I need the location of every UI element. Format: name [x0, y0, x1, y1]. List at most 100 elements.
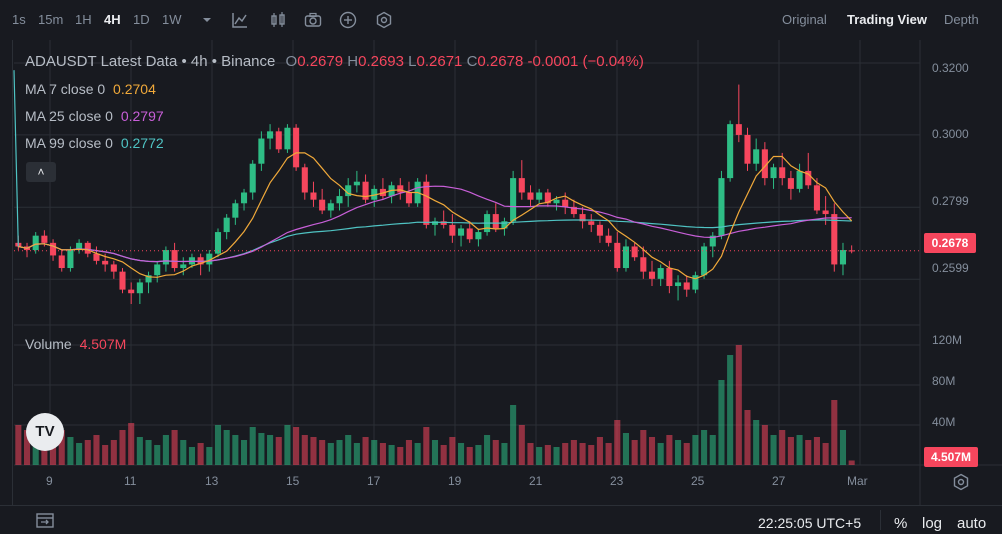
candle-body	[787, 178, 794, 189]
candle-body	[718, 178, 725, 236]
candle-body	[41, 235, 48, 243]
chevron-down-icon[interactable]	[197, 10, 217, 30]
tradingview-logo[interactable]: TV	[26, 413, 64, 451]
candle-body	[119, 271, 126, 290]
volume-bar	[648, 437, 656, 465]
percent-toggle[interactable]: %	[894, 515, 908, 532]
candle-body	[327, 203, 334, 211]
candle-body	[822, 210, 829, 215]
price-tick: 0.3200	[932, 61, 969, 75]
timeframe-4h[interactable]: 4H	[104, 12, 121, 27]
candle-body	[527, 192, 534, 200]
candle-body	[692, 275, 699, 290]
volume-bar	[675, 440, 682, 465]
candle-body	[267, 131, 274, 139]
volume-bar	[188, 447, 195, 465]
volume-bar	[518, 425, 525, 465]
candle-body	[440, 221, 447, 225]
volume-bar	[475, 445, 482, 465]
ohlc-values: O0.2679 H0.2693 L0.2671 C0.2678 -0.0001 …	[286, 53, 644, 70]
candle-body	[301, 167, 308, 193]
candle-body	[683, 282, 690, 290]
date-range-icon[interactable]	[34, 510, 56, 530]
legend-ma25: MA 25 close 0 0.2797	[25, 108, 164, 124]
settings-icon[interactable]	[374, 10, 394, 30]
timeframe-1h[interactable]: 1H	[75, 12, 92, 27]
volume-bar	[154, 445, 161, 465]
candle-body	[214, 232, 222, 254]
timeframe-1d[interactable]: 1D	[133, 12, 150, 27]
view-depth[interactable]: Depth	[944, 12, 979, 27]
auto-toggle[interactable]: auto	[957, 515, 987, 532]
price-tick: 0.3000	[932, 127, 969, 141]
candle-body	[319, 199, 326, 211]
add-icon[interactable]	[338, 10, 358, 30]
low-key: L	[408, 53, 417, 70]
volume-bar	[128, 423, 135, 465]
volume-bar	[839, 430, 847, 465]
candle-body	[284, 127, 291, 150]
chart-settings-icon[interactable]	[951, 472, 971, 492]
last-volume-tag: 4.507M	[924, 447, 978, 467]
candle-body	[631, 246, 638, 258]
time-tick: 21	[529, 474, 543, 488]
volume-bar	[622, 433, 630, 465]
view-trading-view[interactable]: Trading View	[847, 12, 927, 27]
volume-bar	[787, 437, 794, 465]
view-original[interactable]: Original	[782, 12, 827, 27]
timeframe-15m[interactable]: 15m	[38, 12, 64, 27]
volume-bar	[180, 440, 187, 465]
volume-bar	[692, 435, 699, 465]
high-value: 0.2693	[358, 53, 404, 70]
volume-bar	[562, 443, 569, 465]
candle-body	[102, 260, 109, 265]
volume-bar	[484, 435, 491, 465]
candle-body	[770, 167, 777, 179]
log-toggle[interactable]: log	[922, 515, 943, 532]
volume-bar	[492, 440, 499, 465]
candle-body	[579, 214, 586, 222]
candle-body	[588, 221, 595, 225]
ma7-label: MA 7 close 0	[25, 81, 106, 97]
timeframe-1w[interactable]: 1W	[162, 12, 182, 27]
candle-body	[136, 282, 143, 294]
candle-body	[657, 268, 664, 279]
volume-bar	[440, 445, 447, 465]
indicator-icon[interactable]	[230, 10, 250, 30]
collapse-legend-button[interactable]: ˄	[26, 162, 56, 182]
volume-bar	[640, 430, 647, 465]
volume-bar	[796, 435, 803, 465]
volume-tick: 40M	[932, 415, 956, 429]
volume-bar	[102, 445, 109, 465]
volume-bar	[23, 430, 31, 465]
candle-body	[536, 192, 543, 200]
candle-body	[831, 214, 838, 265]
volume-bar	[588, 445, 595, 465]
volume-bar	[76, 443, 83, 465]
candle-type-icon[interactable]	[268, 10, 288, 30]
camera-icon[interactable]	[303, 10, 323, 30]
price-chart[interactable]	[0, 0, 1002, 505]
candle-body	[405, 192, 412, 204]
low-value: 0.2671	[416, 53, 463, 70]
candle-body	[614, 242, 621, 269]
volume-bar	[779, 430, 786, 465]
legend-ma99: MA 99 close 0 0.2772	[25, 135, 164, 151]
candle-body	[553, 199, 560, 204]
timeframe-1s[interactable]: 1s	[12, 12, 26, 27]
symbol-line: ADAUSDT Latest Data • 4h • Binance	[25, 53, 276, 70]
volume-bar	[701, 430, 708, 465]
candle-body	[353, 181, 360, 186]
candle-body	[605, 235, 612, 243]
candle-body	[562, 199, 569, 207]
volume-bar	[631, 440, 638, 465]
volume-bar	[510, 405, 517, 465]
candle-body	[570, 206, 577, 215]
candle-body	[397, 185, 404, 193]
candle-body	[596, 224, 603, 236]
candle-body	[84, 242, 91, 254]
volume-bar	[553, 447, 560, 465]
time-tick: 23	[610, 474, 624, 488]
candle-body	[310, 192, 317, 200]
clock[interactable]: 22:25:05 UTC+5	[758, 515, 862, 531]
